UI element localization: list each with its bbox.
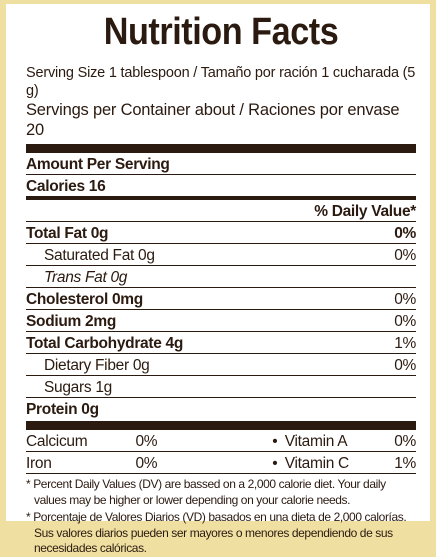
vitamin-name: Iron	[26, 455, 52, 472]
nutrient-dv: 0%	[394, 291, 416, 308]
footnotes: * Percent Daily Values (DV) are bassed o…	[26, 477, 416, 557]
vitamin-value: 0%	[135, 455, 158, 472]
nutrient-row: Dietary Fiber 0g 0%	[26, 354, 416, 376]
footnote-es: * Porcentaje de Valores Diarios (VD) bas…	[26, 510, 407, 555]
serving-size: Serving Size 1 tablespoon / Tamaño por r…	[26, 65, 416, 99]
nutrient-label: Sodium 2mg	[26, 313, 117, 330]
vitamin-value: 0%	[394, 433, 417, 450]
vitamin-name: Vitamin A	[284, 433, 348, 450]
nutrient-dv: 0%	[394, 313, 416, 330]
nutrient-label: Cholesterol 0mg	[26, 291, 143, 308]
footnote-en: * Percent Daily Values (DV) are bassed o…	[26, 477, 386, 507]
vitamin-row: Calcicum 0% • Vitamin A 0%	[26, 430, 416, 452]
amount-per-serving-row: Amount Per Serving	[26, 153, 416, 175]
daily-value-header-row: % Daily Value*	[26, 200, 416, 222]
vitamin-name: Calcicum	[26, 433, 88, 450]
nutrient-dv: 0%	[394, 357, 416, 374]
vitamin-value: 1%	[394, 455, 417, 472]
bullet-icon: •	[272, 455, 278, 472]
nutrient-dv: 1%	[394, 335, 416, 352]
thick-divider	[26, 421, 416, 430]
nutrient-label: Dietary Fiber 0g	[44, 357, 150, 374]
medium-divider	[26, 196, 416, 200]
nutrient-label: Total Fat 0g	[26, 225, 109, 242]
nutrient-row: Total Fat 0g 0%	[26, 222, 416, 244]
nutrient-label: Saturated Fat 0g	[44, 247, 155, 264]
nutrient-row: Saturated Fat 0g 0%	[26, 244, 416, 266]
nutrient-row: Trans Fat 0g	[26, 266, 416, 288]
nutrient-row: Total Carbohydrate 4g 1%	[26, 332, 416, 354]
nutrient-label: Trans Fat 0g	[44, 269, 128, 286]
servings-per-container: Servings per Container about / Raciones …	[26, 101, 400, 139]
thick-divider	[26, 144, 416, 153]
bullet-icon: •	[272, 433, 278, 450]
nutrient-label: Sugars 1g	[44, 379, 112, 396]
vitamin-value: 0%	[135, 433, 158, 450]
nutrient-row: Sodium 2mg 0%	[26, 310, 416, 332]
amount-per-serving: Amount Per Serving	[26, 156, 170, 173]
daily-value-header: % Daily Value*	[314, 203, 416, 220]
nutrient-row: Sugars 1g	[26, 376, 416, 398]
nutrient-dv: 0%	[394, 247, 416, 264]
calories: Calories 16	[26, 178, 106, 195]
nutrient-row: Protein 0g	[26, 398, 416, 419]
nutrient-label: Total Carbohydrate 4g	[26, 335, 184, 352]
label-title: Nutrition Facts	[103, 11, 339, 53]
vitamin-row: Iron 0% • Vitamin C 1%	[26, 452, 416, 474]
calories-row: Calories 16	[26, 175, 416, 196]
vitamin-name: Vitamin C	[284, 455, 350, 472]
nutrient-dv: 0%	[394, 225, 416, 242]
nutrient-label: Protein 0g	[26, 401, 99, 418]
nutrient-row: Cholesterol 0mg 0%	[26, 288, 416, 310]
nutrition-label: Nutrition Facts Serving Size 1 tablespoo…	[6, 4, 430, 555]
